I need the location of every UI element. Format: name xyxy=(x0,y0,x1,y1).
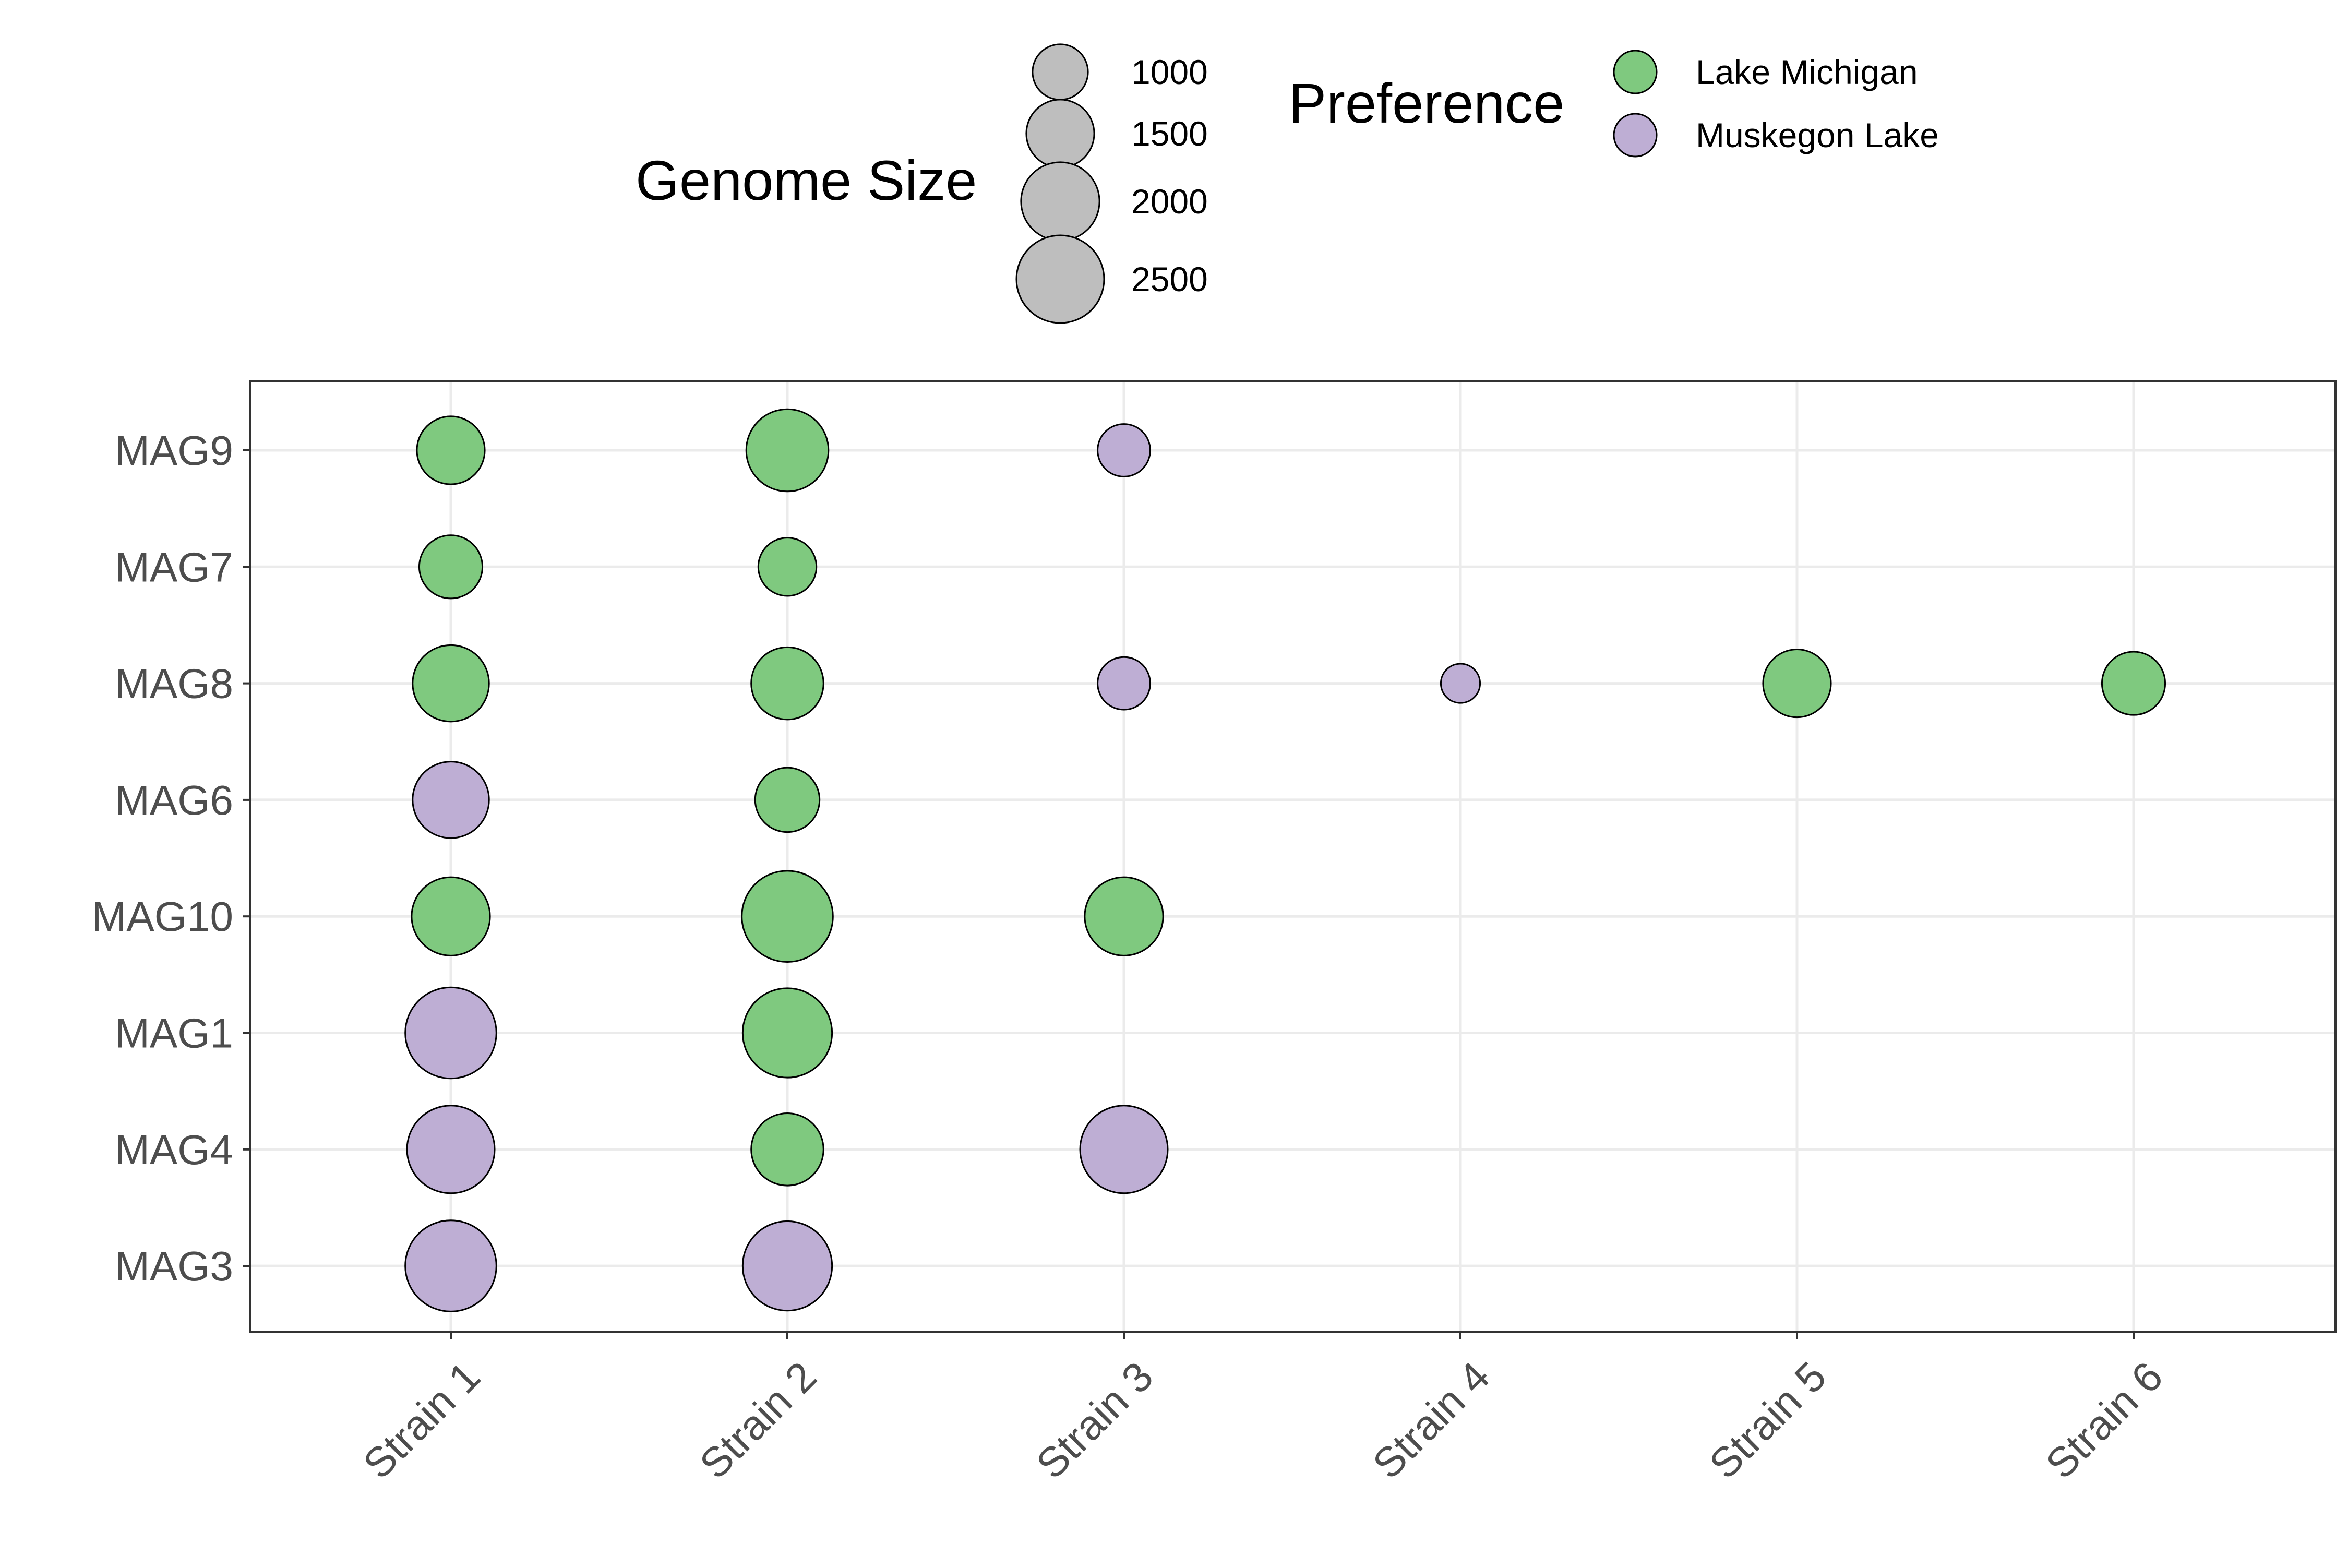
point-mag4-strain-1 xyxy=(406,1105,496,1194)
point-mag8-strain-6 xyxy=(2101,651,2166,716)
size-legend-key-1500 xyxy=(1025,99,1095,169)
point-mag6-strain-2 xyxy=(754,767,821,833)
panel-border xyxy=(249,380,2337,1333)
color-legend-key-lake-michigan xyxy=(1613,50,1658,94)
point-mag3-strain-1 xyxy=(404,1219,497,1312)
size-legend-label-1000: 1000 xyxy=(1131,53,1208,91)
y-tick-label-mag9: MAG9 xyxy=(115,427,233,474)
color-legend-label-lake-michigan: Lake Michigan xyxy=(1696,53,1918,91)
point-mag6-strain-1 xyxy=(412,761,490,839)
point-mag7-strain-1 xyxy=(418,534,484,600)
point-mag10-strain-1 xyxy=(411,876,491,956)
point-mag8-strain-1 xyxy=(412,644,490,723)
point-mag4-strain-2 xyxy=(750,1112,824,1187)
y-tick-label-mag4: MAG4 xyxy=(115,1127,233,1173)
color-legend-title: Preference xyxy=(1289,71,1564,135)
y-tick-label-mag10: MAG10 xyxy=(92,893,233,940)
color-legend-label-muskegon-lake: Muskegon Lake xyxy=(1696,116,1939,154)
point-mag9-strain-1 xyxy=(416,415,486,485)
color-legend-key-muskegon-lake xyxy=(1613,113,1658,158)
point-mag10-strain-2 xyxy=(741,870,834,963)
point-mag10-strain-3 xyxy=(1084,876,1164,956)
point-mag7-strain-2 xyxy=(757,537,818,597)
point-mag8-strain-4 xyxy=(1440,663,1481,704)
y-axis: MAG3 MAG4 MAG1 MAG10 MAG6 MAG8 MAG7 MAG9 xyxy=(92,427,250,1289)
y-tick-label-mag6: MAG6 xyxy=(115,777,233,823)
color-legend: Preference Lake Michigan Muskegon Lake xyxy=(1289,50,1939,158)
y-tick-label-mag8: MAG8 xyxy=(115,661,233,707)
size-legend-key-2500 xyxy=(1015,234,1105,324)
point-mag8-strain-2 xyxy=(750,646,824,721)
point-mag1-strain-1 xyxy=(404,986,497,1080)
y-tick-label-mag3: MAG3 xyxy=(115,1243,233,1289)
size-legend-title: Genome Size xyxy=(636,149,977,212)
size-legend-label-1500: 1500 xyxy=(1131,114,1208,153)
size-legend-key-1000 xyxy=(1032,43,1089,101)
point-mag9-strain-2 xyxy=(745,408,830,493)
size-legend-label-2000: 2000 xyxy=(1131,182,1208,221)
size-legend-key-2000 xyxy=(1020,161,1100,242)
y-tick-label-mag1: MAG1 xyxy=(115,1010,233,1057)
size-legend-label-2500: 2500 xyxy=(1131,260,1208,298)
point-mag3-strain-2 xyxy=(741,1220,833,1312)
point-mag1-strain-2 xyxy=(741,987,833,1079)
plot-panel xyxy=(249,380,2337,1333)
point-mag8-strain-5 xyxy=(1762,649,1832,719)
point-mag4-strain-3 xyxy=(1079,1105,1169,1194)
point-mag8-strain-3 xyxy=(1097,656,1151,711)
point-mag9-strain-3 xyxy=(1097,423,1151,477)
y-tick-label-mag7: MAG7 xyxy=(115,544,233,590)
points-layer xyxy=(404,408,2166,1312)
size-legend: Genome Size 1000 1500 2000 2500 xyxy=(636,43,1208,324)
